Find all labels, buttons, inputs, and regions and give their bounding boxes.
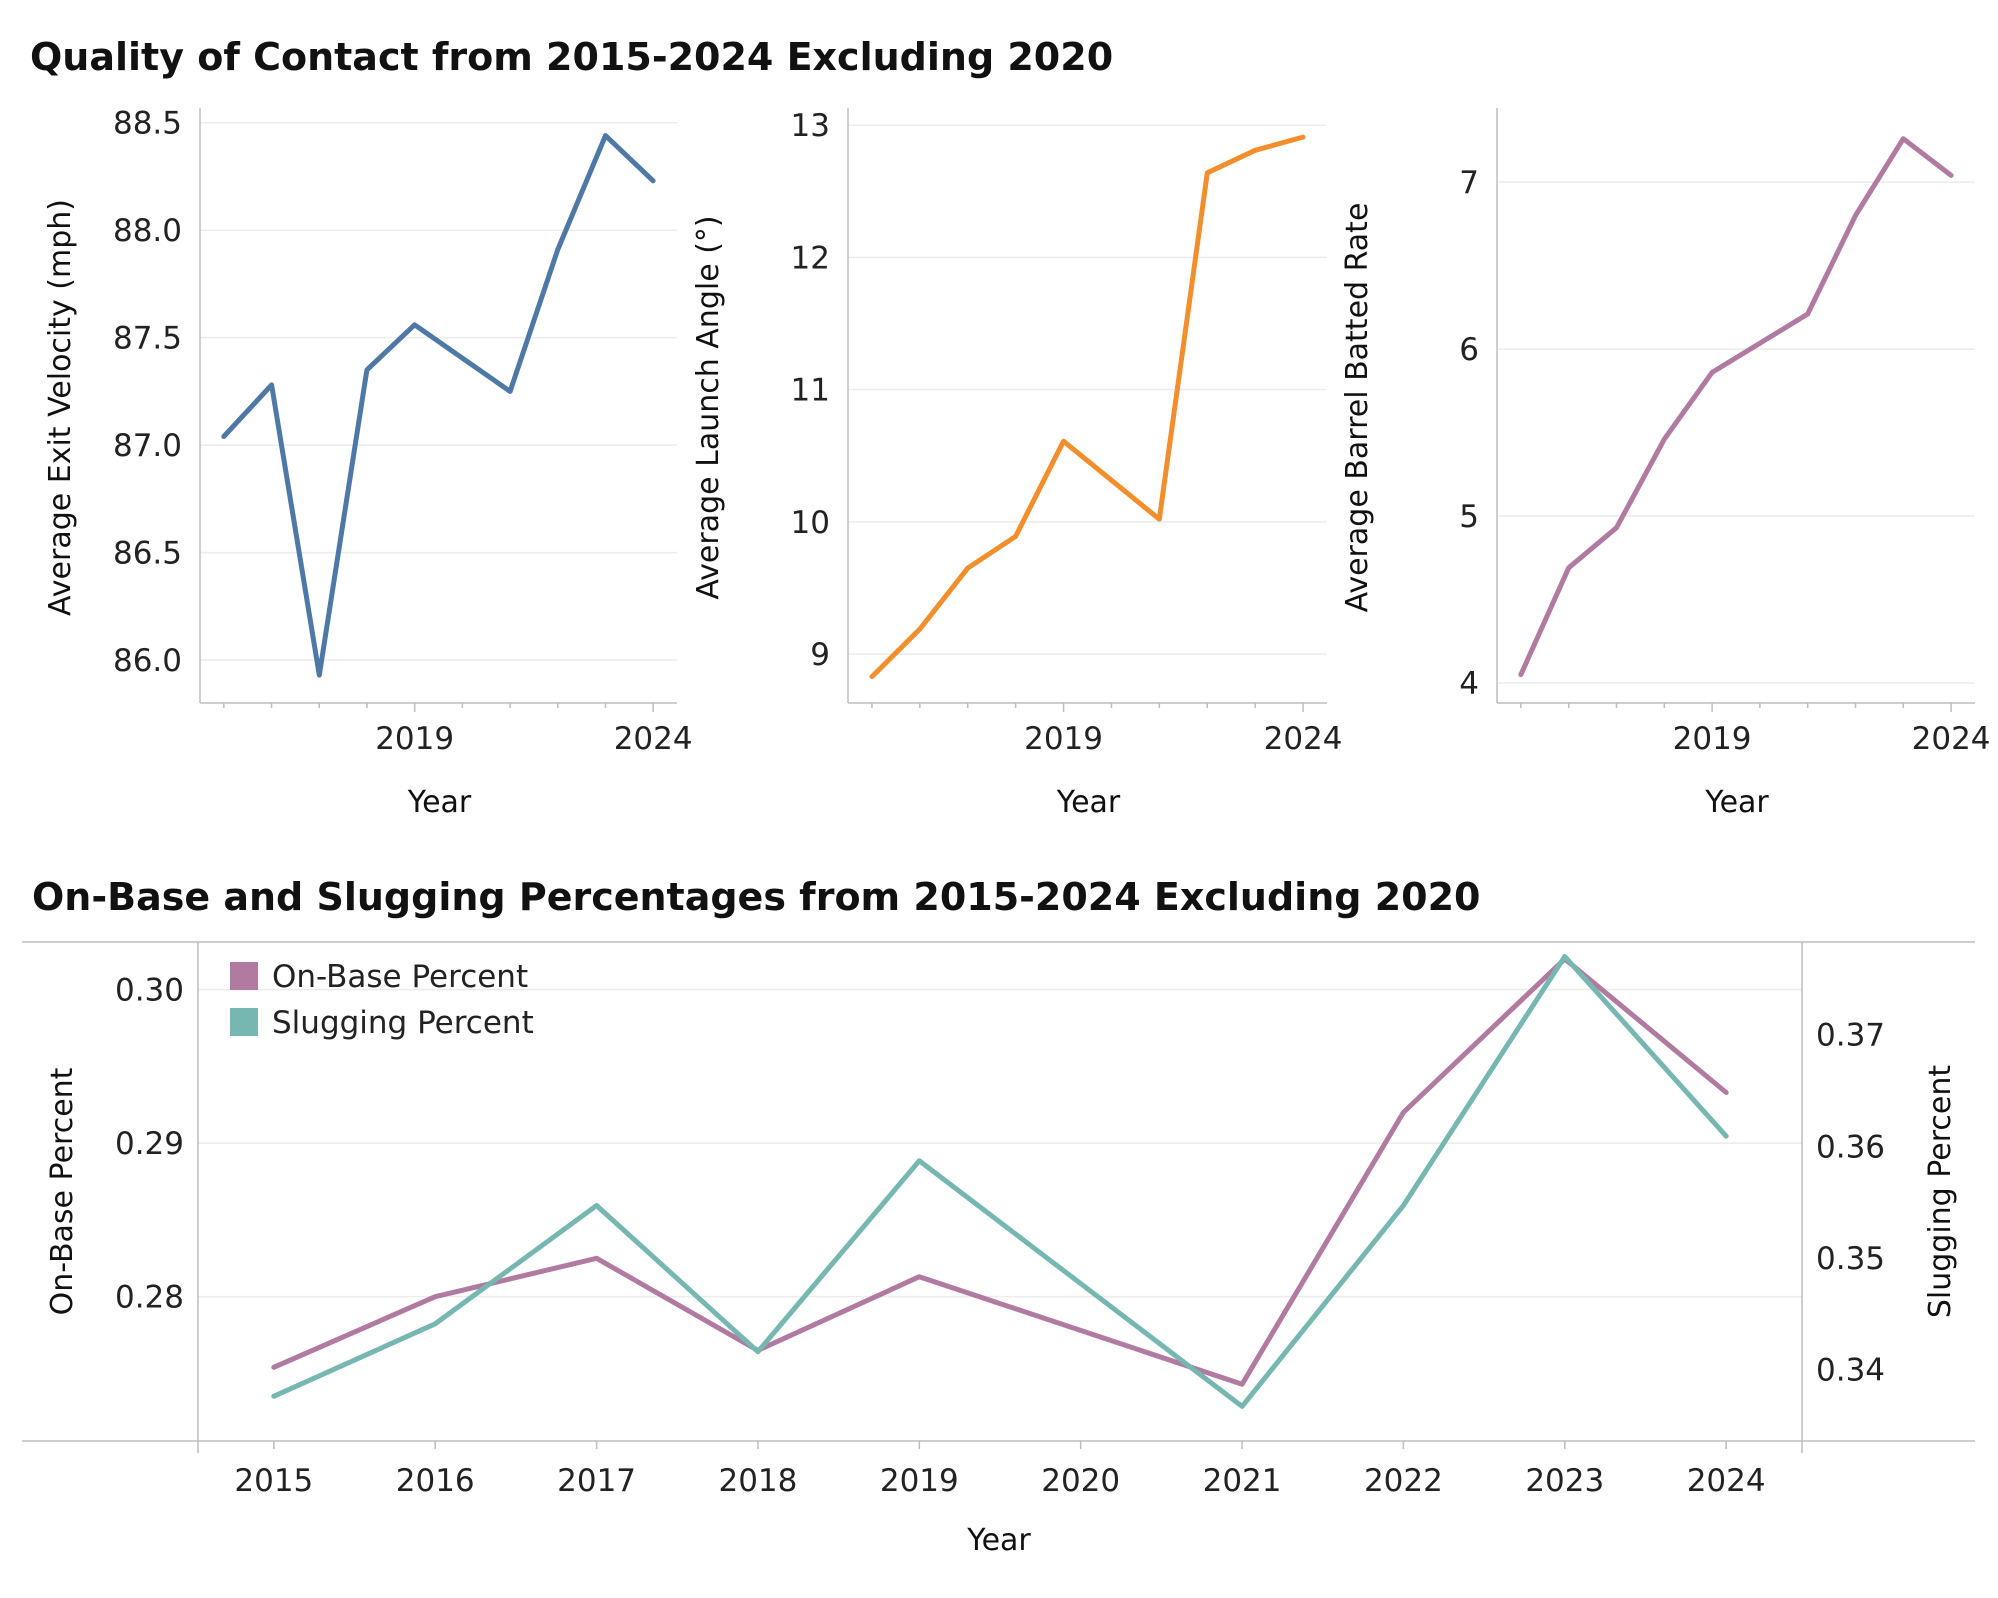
exit-velocity-y-tick-label: 86.5: [113, 536, 182, 572]
launch-angle-y-tick-label: 10: [791, 505, 830, 541]
bottom-section-title: On-Base and Slugging Percentages from 20…: [32, 875, 1480, 919]
exit-velocity-y-tick-label: 88.5: [113, 106, 182, 142]
launch-angle-y-tick-label: 13: [791, 108, 830, 144]
exit-velocity-chart: 86.0 86.5 87.0 87.5 88.0 88.5 2019 2024 Year Aver…: [43, 106, 693, 820]
exit-velocity-series-line: [221, 133, 656, 678]
launch-angle-y-tick-label: 11: [791, 373, 830, 409]
barrel-rate-x-tick-label: 2019: [1673, 721, 1752, 757]
legend-label-obp: On-Base Percent: [272, 959, 528, 995]
slg-y-tick-label: 0.37: [1816, 1018, 1885, 1054]
bottom-x-tick-label: 2019: [880, 1463, 959, 1499]
barrel-rate-y-axis-title: Average Barrel Batted Rate: [1340, 203, 1375, 613]
legend-label-slg: Slugging Percent: [272, 1005, 534, 1041]
launch-angle-chart: 9 10 11 12 13 2019 2024 Year Average Launch Angl…: [691, 108, 1343, 820]
barrel-rate-y-tick-label: 6: [1459, 332, 1479, 368]
launch-angle-series-line: [869, 134, 1306, 680]
bottom-x-tick-label: 2024: [1687, 1463, 1766, 1499]
barrel-rate-x-tick-label: 2024: [1912, 721, 1991, 757]
exit-velocity-y-tick-label: 88.0: [113, 213, 182, 249]
exit-velocity-x-tick-label: 2024: [614, 721, 693, 757]
exit-velocity-y-tick-label: 87.0: [113, 428, 182, 464]
bottom-x-tick-label: 2016: [396, 1463, 475, 1499]
bottom-x-axis-title: Year: [966, 1523, 1031, 1558]
slg-y-axis-title: Slugging Percent: [1923, 1065, 1958, 1319]
barrel-rate-series-line: [1518, 136, 1954, 678]
obp-slugging-chart: 0.28 0.29 0.30 0.34 0.35 0.36 0.37 2015 2016 2017…: [22, 941, 1975, 1558]
obp-y-tick-label: 0.28: [115, 1280, 184, 1316]
slg-series-line: [271, 954, 1729, 1409]
top-section-title: Quality of Contact from 2015-2024 Exclud…: [30, 35, 1113, 79]
barrel-rate-x-axis-title: Year: [1704, 785, 1769, 820]
launch-angle-y-axis-title: Average Launch Angle (°): [691, 215, 726, 599]
launch-angle-y-tick-label: 12: [791, 240, 830, 276]
exit-velocity-y-axis-title: Average Exit Velocity (mph): [43, 199, 78, 616]
slg-y-tick-label: 0.35: [1816, 1241, 1885, 1277]
bottom-x-tick-label: 2020: [1041, 1463, 1120, 1499]
launch-angle-x-tick-label: 2019: [1024, 721, 1103, 757]
exit-velocity-x-axis-title: Year: [407, 785, 472, 820]
legend-swatch-slg: [230, 1008, 258, 1036]
slg-y-tick-label: 0.34: [1816, 1353, 1885, 1389]
barrel-rate-y-tick-label: 5: [1459, 499, 1479, 535]
launch-angle-x-axis-title: Year: [1056, 785, 1121, 820]
legend-swatch-obp: [230, 962, 258, 990]
bottom-x-tick-label: 2015: [234, 1463, 313, 1499]
obp-y-tick-label: 0.30: [115, 973, 184, 1009]
launch-angle-x-tick-label: 2024: [1264, 721, 1343, 757]
barrel-rate-y-tick-label: 4: [1459, 666, 1479, 702]
exit-velocity-x-tick-label: 2019: [375, 721, 454, 757]
legend: On-Base Percent Slugging Percent: [230, 959, 534, 1041]
exit-velocity-y-tick-label: 87.5: [113, 321, 182, 357]
barrel-rate-y-tick-label: 7: [1459, 165, 1479, 201]
barrel-rate-chart: 4 5 6 7 2019 2024 Year Average Barrel Batted Ra…: [1340, 108, 1991, 820]
obp-y-tick-label: 0.29: [115, 1126, 184, 1162]
bottom-x-tick-label: 2022: [1364, 1463, 1443, 1499]
bottom-x-tick-label: 2017: [557, 1463, 636, 1499]
exit-velocity-y-tick-label: 86.0: [113, 643, 182, 679]
slg-y-tick-label: 0.36: [1816, 1129, 1885, 1165]
bottom-x-tick-label: 2021: [1203, 1463, 1282, 1499]
bottom-x-tick-label: 2023: [1525, 1463, 1604, 1499]
bottom-x-tick-label: 2018: [718, 1463, 797, 1499]
launch-angle-y-tick-label: 9: [810, 637, 830, 673]
obp-y-axis-title: On-Base Percent: [45, 1067, 80, 1315]
